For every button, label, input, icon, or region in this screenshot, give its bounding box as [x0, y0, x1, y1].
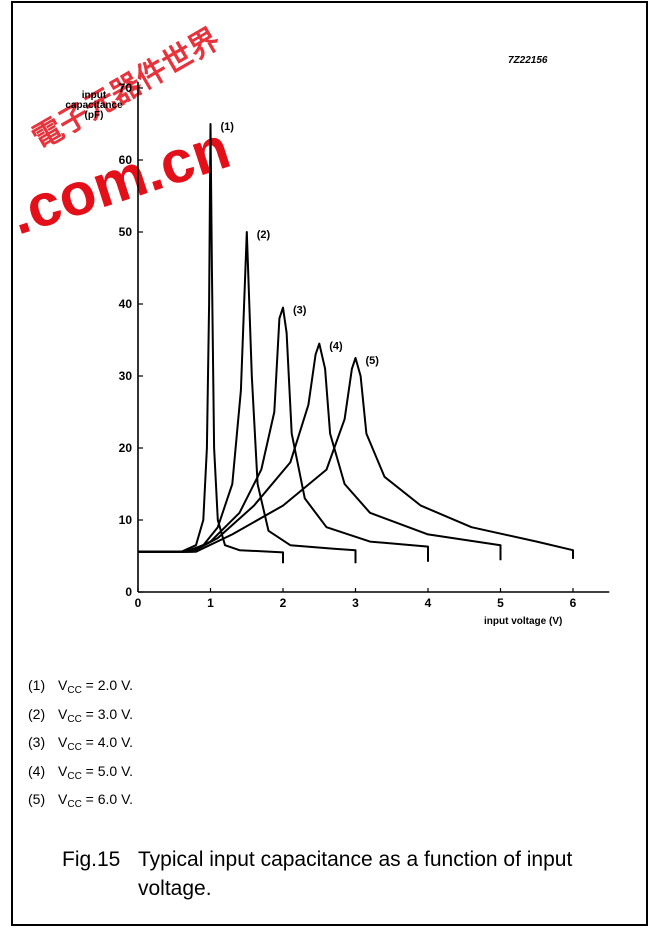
x-tick-label: 1 [207, 596, 214, 610]
note-number: (1) [28, 677, 46, 693]
curve-label: (3) [293, 305, 307, 317]
figure-code: 7Z22156 [508, 55, 548, 66]
note-text: VCC = 2.0 V. [58, 677, 134, 696]
note-text: VCC = 4.0 V. [58, 734, 134, 753]
x-axis-label: input voltage (V) [484, 616, 562, 627]
y-axis-label-line: input [82, 90, 107, 101]
x-tick-label: 6 [570, 596, 577, 610]
curve-label: (2) [257, 229, 271, 241]
y-tick-label: 70 [119, 81, 133, 95]
note-item: (3) VCC = 4.0 V. [28, 731, 133, 760]
series-line [138, 342, 502, 561]
series-line [138, 231, 357, 564]
legend-notes: (1) VCC = 2.0 V. (2) VCC = 3.0 V. (3) VCC = 4… [28, 674, 133, 817]
series-group [138, 123, 574, 564]
y-tick-label: 40 [119, 297, 133, 311]
curve-label: (5) [366, 355, 380, 367]
figure-frame [11, 1, 648, 926]
x-tick-label: 4 [425, 596, 432, 610]
note-item: (4) VCC = 5.0 V. [28, 760, 133, 789]
caption-figure-number: Fig.15 [62, 848, 121, 871]
note-number: (3) [28, 734, 46, 750]
curve-label: (4) [329, 341, 343, 353]
note-text: VCC = 6.0 V. [58, 791, 134, 810]
series-line [138, 123, 284, 564]
y-tick-label: 30 [119, 369, 133, 383]
curve-labels: (1) (2) (3) (4) (5) [221, 121, 380, 367]
note-number: (2) [28, 705, 46, 722]
y-tick-label: 10 [119, 513, 133, 527]
x-tick-label: 0 [135, 596, 142, 610]
note-text: VCC = 5.0 V. [58, 762, 134, 782]
y-tick-label: 60 [119, 153, 133, 167]
note-text: VCC = 3.0 V. [58, 705, 134, 725]
note-number: (4) [28, 762, 46, 779]
y-axis-label-line: (pF) [85, 110, 104, 121]
series-line [138, 357, 574, 559]
note-item: (5) VCC = 6.0 V. [28, 788, 133, 817]
note-item: (2) VCC = 3.0 V. [28, 703, 133, 732]
x-tick-label: 2 [280, 596, 287, 610]
chart: 電子元器件世界 .com.cn 7Z22156 0 1 2 3 4 5 6010203040… [1, 22, 610, 627]
caption-text: Typical input capacitance as a function … [138, 848, 573, 900]
note-number: (5) [28, 791, 46, 807]
watermark: 電子元器件世界 .com.cn [1, 22, 237, 247]
x-tick-label: 5 [497, 596, 504, 610]
y-tick-label: 20 [119, 441, 133, 455]
y-axis-label-line: capacitance [65, 100, 123, 111]
y-tick-label: 50 [119, 225, 133, 239]
figure-caption: Fig.15 Typical input capacitance as a fu… [62, 845, 622, 903]
note-item: (1) VCC = 2.0 V. [28, 674, 133, 703]
y-tick-label: 0 [125, 585, 132, 599]
series-line [138, 306, 429, 562]
x-tick-label: 3 [352, 596, 359, 610]
curve-label: (1) [221, 121, 235, 133]
